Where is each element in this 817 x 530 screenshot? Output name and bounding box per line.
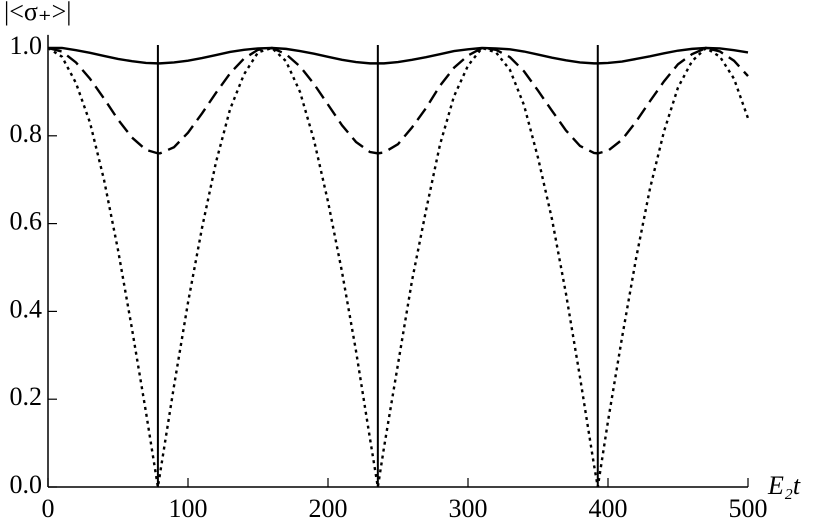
x-tick-label: 400 xyxy=(589,494,628,523)
x-tick-label: 500 xyxy=(729,494,768,523)
line-series xyxy=(48,46,749,65)
y-axis-label: |<σ₊>| xyxy=(4,0,71,26)
x-tick-label: 300 xyxy=(449,494,488,523)
y-tick-label: 0.8 xyxy=(10,119,43,148)
x-tick-label: 0 xyxy=(42,494,55,523)
line-series xyxy=(47,46,749,155)
line-series xyxy=(47,46,750,488)
y-tick-label: 0.4 xyxy=(10,294,43,323)
y-tick-label: 0.6 xyxy=(10,207,43,236)
x-tick-label: 200 xyxy=(309,494,348,523)
x-tick-label: 100 xyxy=(169,494,208,523)
y-tick-label: 0.2 xyxy=(10,382,43,411)
x-axis-label: E₂t xyxy=(767,471,801,500)
y-tick-label: 0.0 xyxy=(10,470,43,499)
y-tick-label: 1.0 xyxy=(10,31,43,60)
